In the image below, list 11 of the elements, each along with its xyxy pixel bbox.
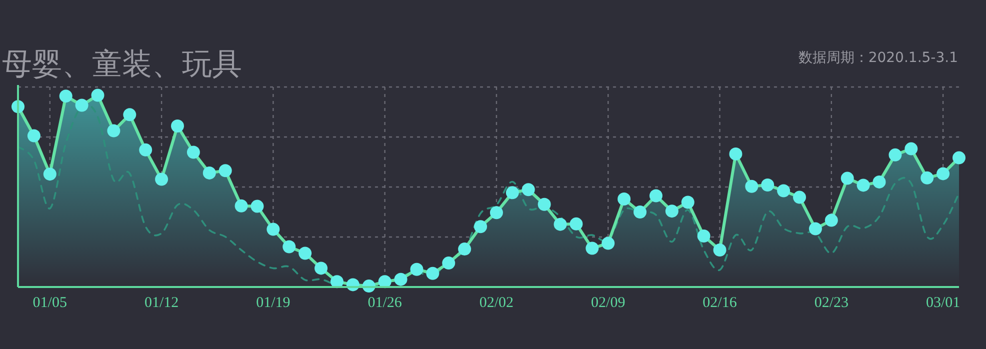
chart-title: 母婴、童装、玩具 <box>2 47 242 82</box>
x-tick-label: 01/26 <box>368 295 402 311</box>
x-tick-label: 01/12 <box>144 295 179 311</box>
text: 数据周期：2020.1.5-3.1 <box>798 50 958 66</box>
x-tick-label: 01/05 <box>32 295 67 311</box>
x-tick-label: 02/23 <box>814 295 848 311</box>
x-tick-label: 02/16 <box>702 295 738 311</box>
x-tick-label: 03/01 <box>926 295 960 311</box>
x-tick-label: 01/19 <box>256 295 290 311</box>
x-tick-label: 02/09 <box>591 295 626 311</box>
x-tick-label: 02/02 <box>479 295 514 311</box>
